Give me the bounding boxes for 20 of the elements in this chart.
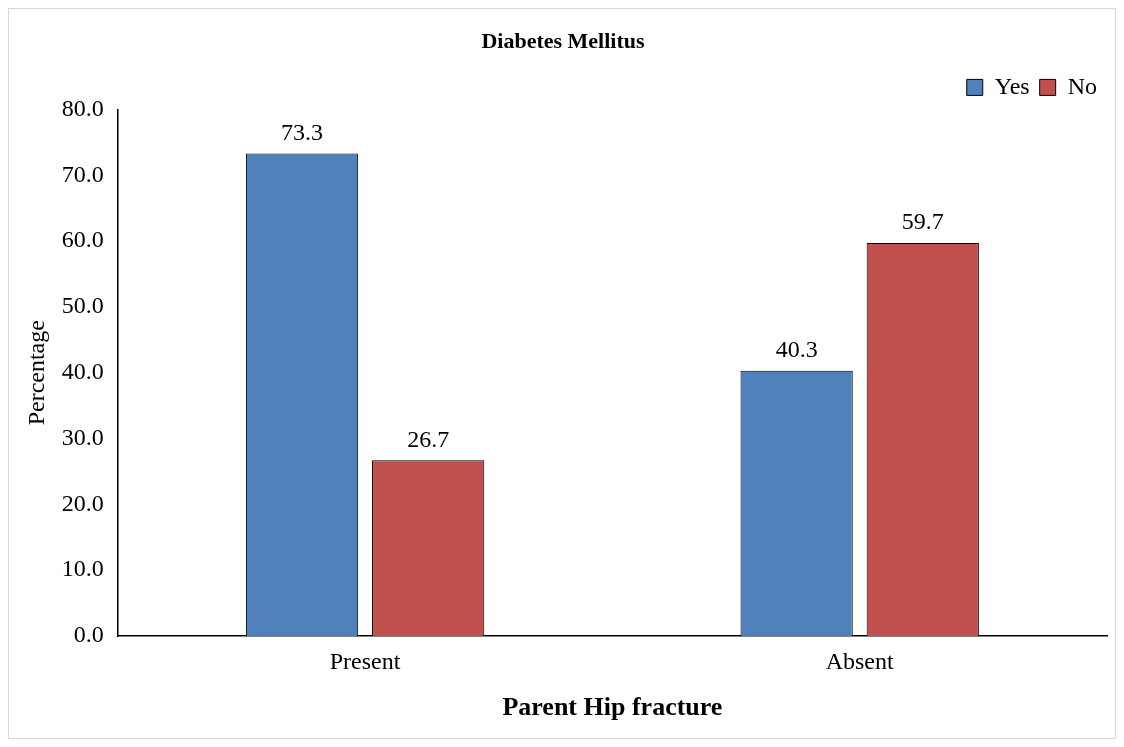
legend-label: No (1067, 72, 1098, 99)
data-label: 40.3 (775, 336, 818, 363)
y-tick-label: 10.0 (61, 555, 104, 582)
x-tick-label: Present (329, 647, 401, 674)
y-tick-label: 20.0 (61, 489, 104, 516)
x-axis-title: Parent Hip fracture (502, 692, 723, 722)
y-tick-label: 50.0 (61, 292, 104, 319)
y-tick-label: 70.0 (61, 160, 104, 187)
y-axis-title: Percentage (22, 320, 49, 426)
y-tick-label: 30.0 (61, 423, 104, 450)
chart-title: Diabetes Mellitus (481, 27, 645, 53)
y-tick-label: 60.0 (61, 226, 104, 253)
data-label: 26.7 (407, 425, 450, 452)
y-tick-label: 40.0 (61, 358, 104, 384)
data-label: 59.7 (901, 208, 944, 235)
legend-label: Yes (994, 72, 1030, 99)
x-tick-label: Absent (825, 647, 895, 674)
data-label: 73.3 (281, 118, 324, 145)
y-tick-label: 80.0 (61, 94, 104, 121)
y-tick-label: 0.0 (73, 621, 104, 648)
